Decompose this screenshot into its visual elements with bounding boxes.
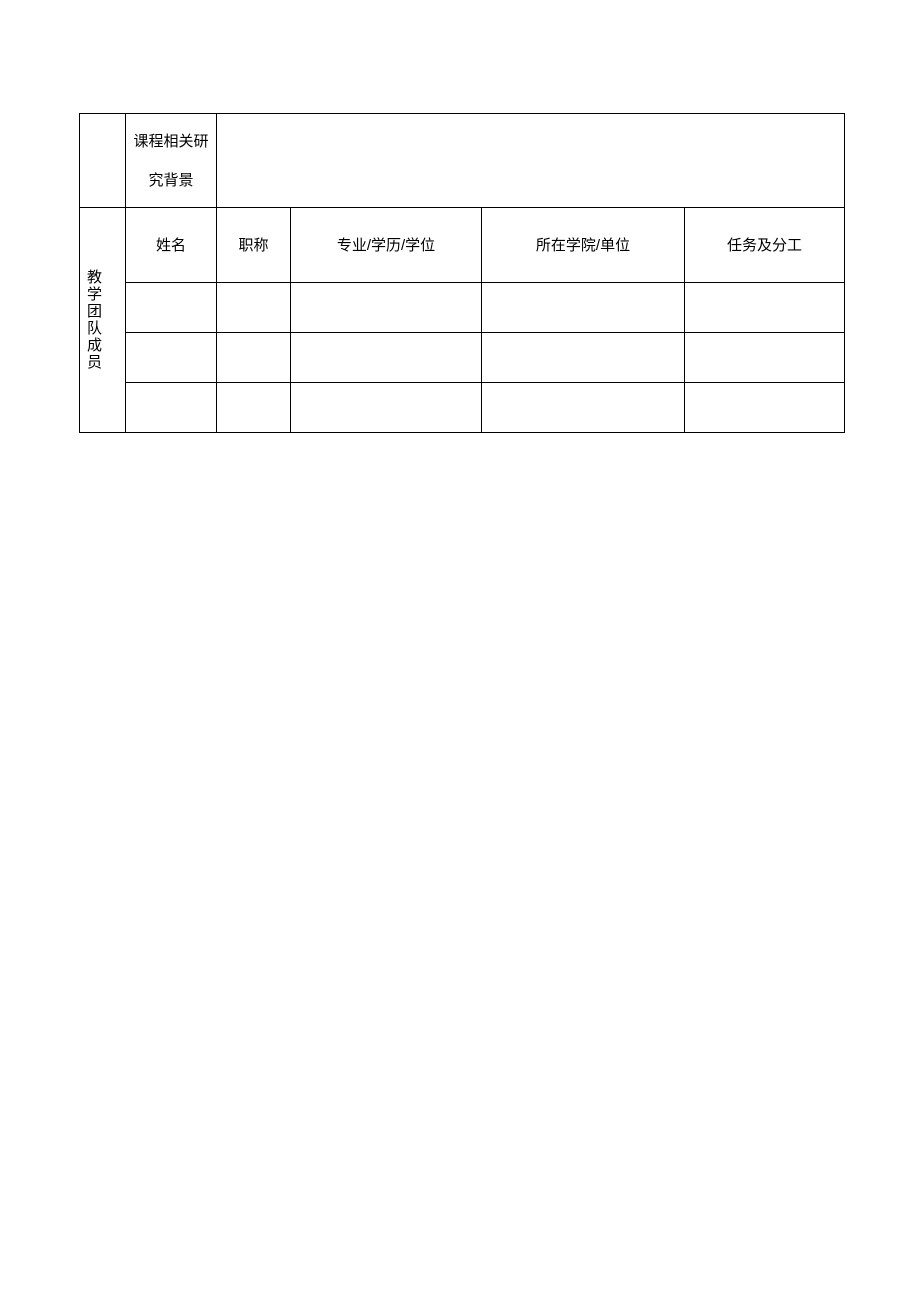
cell-task	[685, 383, 845, 433]
page-wrapper: 课程相关研究背景 教学团队成员 姓名 职称 专业/学历/学位 所在学院/单位 任…	[0, 0, 920, 433]
header-name: 姓名	[126, 208, 217, 283]
cell-name	[126, 283, 217, 333]
team-row	[80, 383, 845, 433]
cell-title	[217, 333, 291, 383]
team-side-label: 教学团队成员	[84, 269, 102, 371]
header-major: 专业/学历/学位	[291, 208, 482, 283]
team-side-cell: 教学团队成员	[80, 208, 126, 433]
cell-major	[291, 333, 482, 383]
header-title: 职称	[217, 208, 291, 283]
cell-name	[126, 383, 217, 433]
team-row	[80, 283, 845, 333]
cell-task	[685, 333, 845, 383]
cell-major	[291, 383, 482, 433]
background-content-cell	[217, 114, 845, 208]
background-label: 课程相关研究背景	[130, 122, 212, 200]
background-row: 课程相关研究背景	[80, 114, 845, 208]
cell-task	[685, 283, 845, 333]
top-side-cell	[80, 114, 126, 208]
cell-major	[291, 283, 482, 333]
cell-name	[126, 333, 217, 383]
cell-title	[217, 283, 291, 333]
background-label-cell: 课程相关研究背景	[126, 114, 217, 208]
team-header-row: 教学团队成员 姓名 职称 专业/学历/学位 所在学院/单位 任务及分工	[80, 208, 845, 283]
team-row	[80, 333, 845, 383]
form-table: 课程相关研究背景 教学团队成员 姓名 职称 专业/学历/学位 所在学院/单位 任…	[79, 113, 845, 433]
cell-title	[217, 383, 291, 433]
header-dept: 所在学院/单位	[482, 208, 685, 283]
cell-dept	[482, 333, 685, 383]
cell-dept	[482, 383, 685, 433]
header-task: 任务及分工	[685, 208, 845, 283]
cell-dept	[482, 283, 685, 333]
